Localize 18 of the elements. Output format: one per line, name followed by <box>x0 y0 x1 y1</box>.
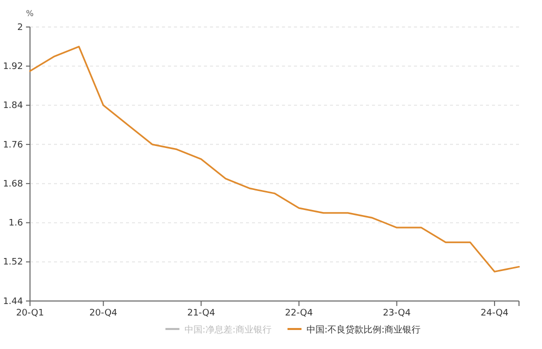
x-tick-label: 21-Q4 <box>187 308 216 318</box>
y-tick-label: 1.6 <box>8 218 24 229</box>
legend-label: 中国:净息差:商业银行 <box>184 324 272 336</box>
x-tick-label: 23-Q4 <box>382 308 411 318</box>
y-tick-label: 1.68 <box>2 179 24 190</box>
x-tick-label: 24-Q4 <box>480 308 509 318</box>
y-tick-label: 1.92 <box>2 62 23 72</box>
y-tick-label: 1.44 <box>2 296 24 307</box>
x-tick-label: 20-Q4 <box>89 308 118 318</box>
x-tick-label: 22-Q4 <box>285 308 314 318</box>
y-axis-title: % <box>26 9 34 18</box>
x-tick-label: 20-Q1 <box>16 308 44 318</box>
y-tick-label: 1.76 <box>2 140 24 150</box>
legend-label: 中国:不良贷款比例:商业银行 <box>306 324 421 336</box>
line-series <box>29 46 520 272</box>
y-tick-label: 2 <box>17 22 23 33</box>
y-tick-label: 1.84 <box>2 101 24 112</box>
y-tick-label: 1.52 <box>2 258 23 268</box>
